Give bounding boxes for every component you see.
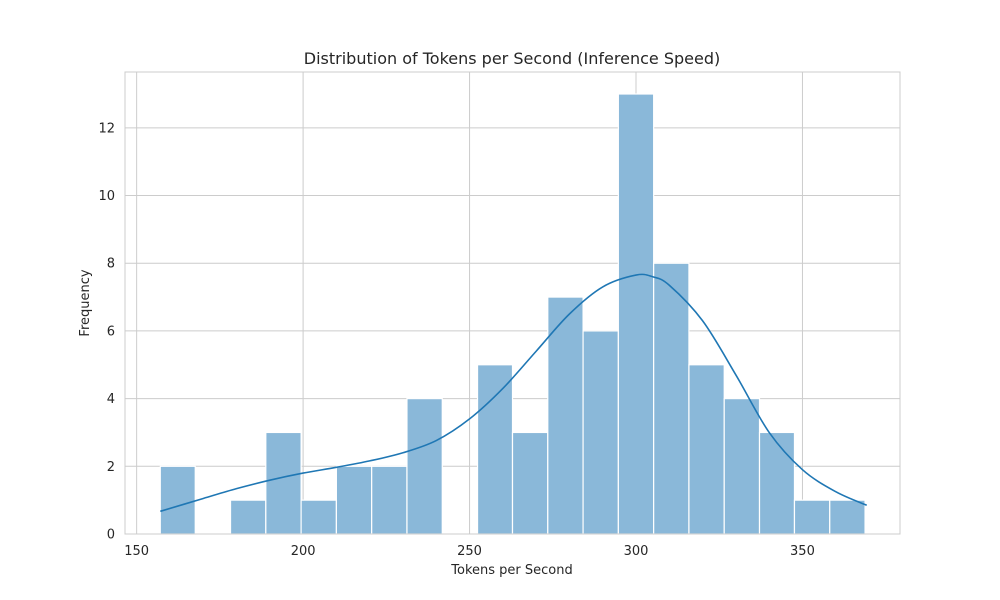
histogram-bar: [617, 93, 655, 535]
histogram-bar: [300, 499, 337, 535]
y-tick-label: 12: [98, 121, 115, 136]
histogram-bar: [335, 465, 373, 535]
x-tick-label: 250: [457, 544, 482, 559]
histogram-bar: [688, 364, 725, 535]
histogram-bar: [265, 431, 302, 535]
histogram-bar: [653, 262, 690, 535]
histogram-bar: [229, 499, 267, 535]
x-tick-label: 200: [291, 544, 316, 559]
y-tick-label: 2: [107, 460, 115, 475]
histogram-bar: [511, 431, 549, 535]
chart-title: Distribution of Tokens per Second (Infer…: [304, 49, 720, 68]
histogram-bar: [758, 431, 796, 535]
y-tick-label: 6: [107, 324, 115, 339]
x-tick-label: 150: [124, 544, 149, 559]
x-tick-label: 350: [790, 544, 815, 559]
kde-curve: [160, 273, 868, 513]
histogram-bars: [159, 93, 866, 535]
x-axis-label: Tokens per Second: [450, 563, 572, 578]
y-tick-labels: 0 2 4 6 8 10 12: [98, 121, 115, 542]
x-tick-labels: 150 200 250 300 350: [124, 544, 815, 559]
plot-frame: [124, 71, 901, 535]
histogram-bar: [723, 398, 761, 535]
y-tick-label: 0: [107, 528, 115, 543]
y-tick-label: 8: [107, 257, 115, 272]
y-tick-label: 4: [107, 392, 115, 407]
histogram-bar: [159, 465, 196, 535]
histogram-bar: [793, 499, 831, 535]
histogram-bar: [406, 398, 443, 535]
y-axis-label: Frequency: [78, 269, 93, 336]
histogram-bar: [829, 499, 866, 535]
histogram-bar: [582, 330, 619, 535]
x-tick-label: 300: [624, 544, 649, 559]
histogram-bar: [476, 364, 514, 535]
histogram-bar: [371, 465, 408, 535]
y-tick-label: 10: [98, 189, 115, 204]
